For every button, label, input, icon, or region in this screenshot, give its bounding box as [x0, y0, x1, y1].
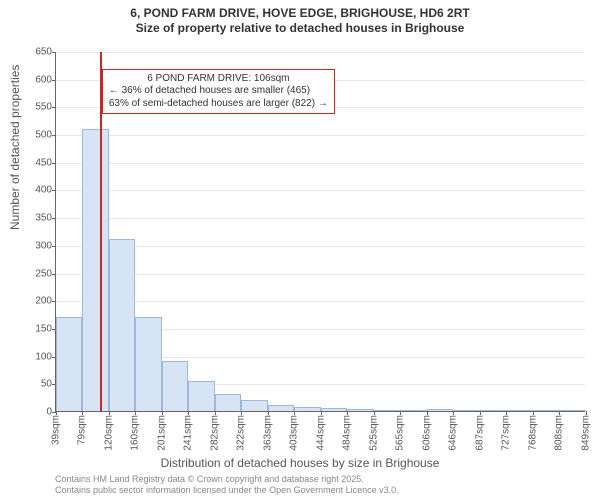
- x-tick-label: 403sqm: [289, 411, 300, 451]
- x-tick-label: 484sqm: [342, 411, 353, 451]
- x-tick-label: 160sqm: [130, 411, 141, 451]
- y-tick-label: 100: [16, 351, 56, 362]
- annotation-line: 6 POND FARM DRIVE: 106sqm: [109, 73, 328, 86]
- credits: Contains HM Land Registry data © Crown c…: [55, 474, 399, 496]
- x-tick-label: 768sqm: [528, 411, 539, 451]
- y-tick-label: 450: [16, 157, 56, 168]
- chart-title: 6, POND FARM DRIVE, HOVE EDGE, BRIGHOUSE…: [0, 0, 600, 36]
- plot-area: 050100150200250300350400450500550600650 …: [55, 52, 585, 412]
- y-axis-label: Number of detached properties: [8, 65, 22, 230]
- x-tick-label: 39sqm: [51, 411, 62, 445]
- x-tick-label: 201sqm: [157, 411, 168, 451]
- annotation-box: 6 POND FARM DRIVE: 106sqm← 36% of detach…: [102, 69, 335, 115]
- x-tick-label: 808sqm: [554, 411, 565, 451]
- x-tick-label: 565sqm: [395, 411, 406, 451]
- x-tick-label: 606sqm: [422, 411, 433, 451]
- y-tick-label: 300: [16, 240, 56, 251]
- histogram-bar: [188, 381, 215, 411]
- x-tick-label: 727sqm: [501, 411, 512, 451]
- x-tick-label: 525sqm: [369, 411, 380, 451]
- histogram-bar: [162, 361, 188, 411]
- histogram-bar: [135, 317, 162, 411]
- y-tick-label: 250: [16, 268, 56, 279]
- chart-area: 050100150200250300350400450500550600650 …: [55, 52, 585, 412]
- credits-line-1: Contains HM Land Registry data © Crown c…: [55, 474, 399, 485]
- histogram-bar: [215, 394, 241, 411]
- y-tick-label: 600: [16, 74, 56, 85]
- y-tick-label: 150: [16, 323, 56, 334]
- annotation-line: ← 36% of detached houses are smaller (46…: [109, 85, 328, 98]
- histogram-bar: [56, 317, 82, 411]
- x-tick-label: 444sqm: [316, 411, 327, 451]
- x-tick-label: 322sqm: [236, 411, 247, 451]
- y-tick-label: 500: [16, 130, 56, 141]
- y-tick-label: 650: [16, 47, 56, 58]
- x-axis-label: Distribution of detached houses by size …: [0, 456, 600, 470]
- annotation-line: 63% of semi-detached houses are larger (…: [109, 98, 328, 111]
- x-tick-label: 646sqm: [448, 411, 459, 451]
- y-tick-label: 200: [16, 296, 56, 307]
- y-tick-label: 350: [16, 213, 56, 224]
- x-tick-label: 120sqm: [104, 411, 115, 451]
- histogram-bar: [109, 239, 135, 411]
- x-tick-label: 79sqm: [77, 411, 88, 445]
- x-tick-label: 241sqm: [183, 411, 194, 451]
- histogram-bar: [82, 129, 109, 411]
- x-tick-label: 687sqm: [475, 411, 486, 451]
- title-line-2: Size of property relative to detached ho…: [0, 21, 600, 36]
- title-line-1: 6, POND FARM DRIVE, HOVE EDGE, BRIGHOUSE…: [0, 6, 600, 21]
- x-tick-label: 849sqm: [581, 411, 592, 451]
- histogram-bar: [241, 400, 268, 411]
- y-tick-label: 550: [16, 102, 56, 113]
- x-tick-label: 282sqm: [210, 411, 221, 451]
- x-tick-label: 363sqm: [263, 411, 274, 451]
- y-tick-label: 50: [16, 379, 56, 390]
- y-tick-label: 400: [16, 185, 56, 196]
- credits-line-2: Contains public sector information licen…: [55, 485, 399, 496]
